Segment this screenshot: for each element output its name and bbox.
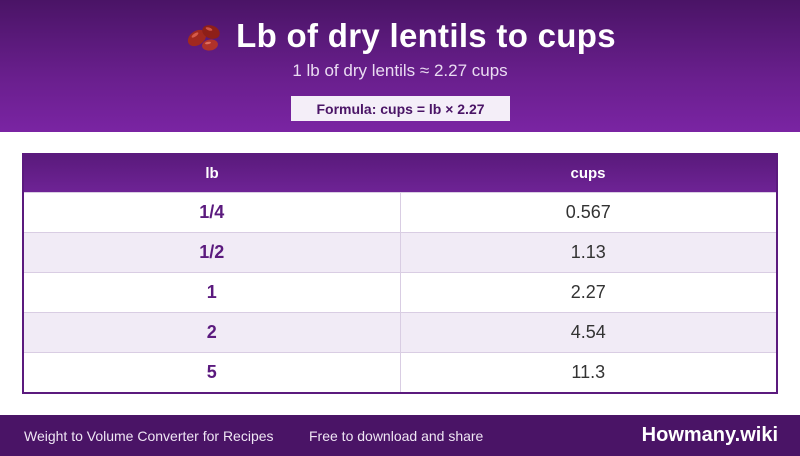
footer-tagline: Free to download and share	[309, 428, 484, 444]
page-title: Lb of dry lentils to cups	[236, 17, 616, 54]
cell-cups: 0.567	[400, 191, 776, 232]
conversion-table: lb cups 1/4 0.567 1/2 1.13 1 2.27 2 4.54	[22, 153, 778, 394]
cell-lb: 1/2	[24, 231, 401, 272]
title-row: Lb of dry lentils to cups	[0, 14, 800, 58]
cell-lb: 1/4	[24, 191, 401, 232]
cell-lb: 2	[24, 311, 401, 352]
table-row: 5 11.3	[24, 351, 776, 392]
cell-lb: 5	[24, 351, 401, 392]
header-banner: Lb of dry lentils to cups 1 lb of dry le…	[0, 0, 800, 132]
cell-cups: 11.3	[400, 351, 776, 392]
cell-cups: 1.13	[400, 231, 776, 272]
table-row: 1/2 1.13	[24, 231, 776, 272]
cell-cups: 4.54	[400, 311, 776, 352]
table-row: 2 4.54	[24, 311, 776, 352]
column-header-cups: cups	[570, 164, 606, 182]
footer-bar: Weight to Volume Converter for Recipes F…	[0, 415, 800, 456]
footer-converter-name: Weight to Volume Converter for Recipes	[24, 428, 274, 444]
cell-lb: 1	[24, 271, 401, 312]
table-row: 1/4 0.567	[24, 191, 776, 232]
beans-icon	[184, 18, 224, 54]
brand-logo-text[interactable]: Howmany.wiki	[641, 424, 778, 446]
table-header-row: lb cups	[24, 155, 776, 192]
cell-cups: 2.27	[400, 271, 776, 312]
subtitle: 1 lb of dry lentils ≈ 2.27 cups	[292, 61, 508, 80]
table-row: 1 2.27	[24, 271, 776, 312]
column-header-lb: lb	[205, 164, 219, 182]
formula-badge: Formula: cups = lb × 2.27	[291, 96, 510, 121]
